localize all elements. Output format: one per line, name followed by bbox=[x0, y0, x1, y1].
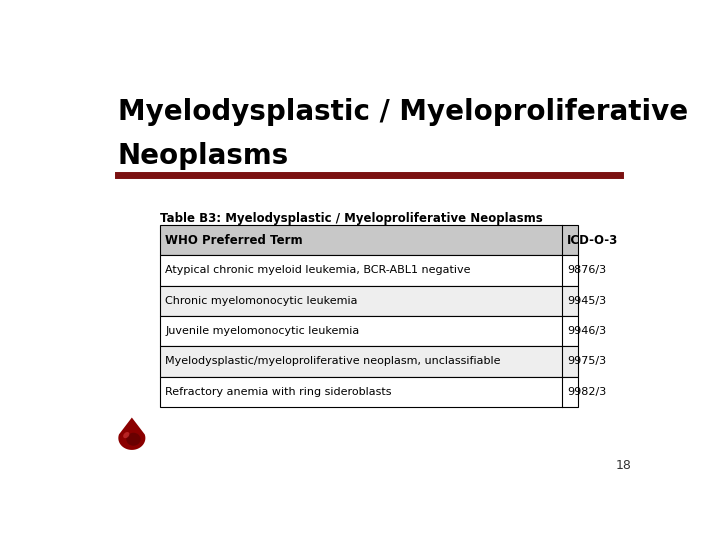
Ellipse shape bbox=[126, 433, 140, 446]
Text: Chronic myelomonocytic leukemia: Chronic myelomonocytic leukemia bbox=[166, 296, 358, 306]
Bar bbox=[160, 316, 578, 346]
Text: Atypical chronic myeloid leukemia, BCR-ABL1 negative: Atypical chronic myeloid leukemia, BCR-A… bbox=[166, 266, 471, 275]
Text: 18: 18 bbox=[616, 460, 631, 472]
Bar bbox=[160, 225, 578, 255]
Text: Myelodysplastic/myeloproliferative neoplasm, unclassifiable: Myelodysplastic/myeloproliferative neopl… bbox=[166, 356, 501, 367]
Text: 9982/3: 9982/3 bbox=[567, 387, 606, 397]
Text: 9876/3: 9876/3 bbox=[567, 266, 606, 275]
Text: WHO Preferred Term: WHO Preferred Term bbox=[166, 234, 303, 247]
Polygon shape bbox=[118, 417, 145, 450]
Text: Refractory anemia with ring sideroblasts: Refractory anemia with ring sideroblasts bbox=[166, 387, 392, 397]
Text: ICD-O-3: ICD-O-3 bbox=[567, 234, 618, 247]
Text: Juvenile myelomonocytic leukemia: Juvenile myelomonocytic leukemia bbox=[166, 326, 359, 336]
Bar bbox=[160, 286, 578, 316]
Text: 9946/3: 9946/3 bbox=[567, 326, 606, 336]
Text: Myelodysplastic / Myeloproliferative: Myelodysplastic / Myeloproliferative bbox=[118, 98, 688, 126]
Text: 9945/3: 9945/3 bbox=[567, 296, 606, 306]
Text: Neoplasms: Neoplasms bbox=[118, 141, 289, 170]
Bar bbox=[160, 377, 578, 407]
Ellipse shape bbox=[123, 432, 130, 438]
Text: Table B3: Myelodysplastic / Myeloproliferative Neoplasms: Table B3: Myelodysplastic / Myeloprolife… bbox=[160, 212, 542, 225]
Bar bbox=[160, 255, 578, 286]
Text: 9975/3: 9975/3 bbox=[567, 356, 606, 367]
Bar bbox=[160, 346, 578, 377]
